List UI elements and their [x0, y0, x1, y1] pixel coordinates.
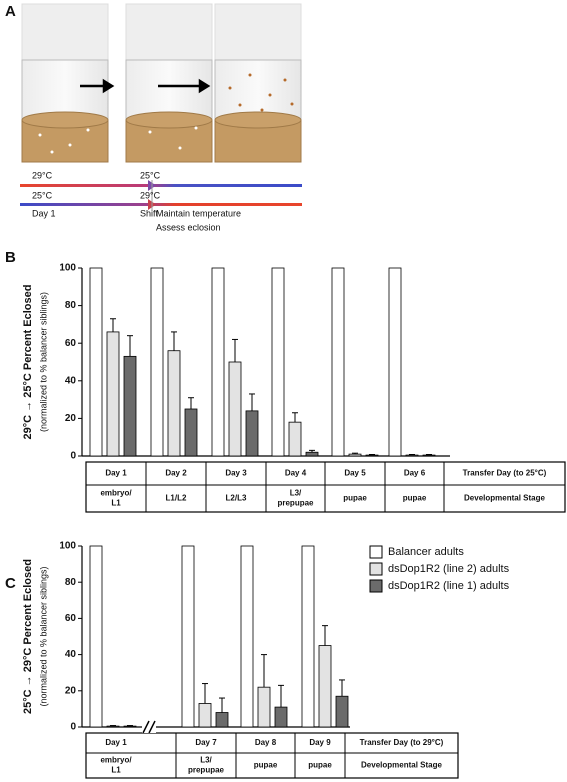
bar	[89, 545, 103, 728]
y-tick-label: 60	[65, 338, 77, 349]
y-axis-subtitle: (normalized to % balancer siblings)	[38, 566, 48, 706]
stage-label: embryo/L1	[100, 756, 132, 775]
y-tick-label: 100	[59, 263, 76, 274]
category-label: Day 6	[404, 469, 426, 478]
y-tick-label: 0	[70, 722, 76, 733]
y-tick-label: 40	[65, 375, 77, 386]
axis-break	[142, 720, 156, 734]
note: Assess eclosion	[156, 222, 221, 232]
legend-swatch	[369, 562, 383, 576]
bar	[331, 267, 345, 457]
bar	[365, 454, 379, 457]
stage-label: embryo/L1	[100, 489, 132, 508]
bar	[274, 706, 288, 728]
panel-label: A	[5, 3, 16, 20]
bar	[228, 361, 242, 457]
stage-label: L3/prepupae	[277, 489, 314, 508]
category-label: Day 9	[309, 738, 331, 747]
bar	[301, 545, 315, 728]
bar	[123, 355, 137, 457]
bar	[184, 408, 198, 457]
bar	[123, 725, 137, 728]
y-tick-label: 100	[59, 541, 76, 552]
bar	[198, 703, 212, 728]
y-axis-title: 29°C → 25°C Percent Eclosed	[22, 285, 34, 440]
y-tick-label: 80	[65, 300, 77, 311]
panel-a: A 29°C 25°C 25°C 29°C D	[5, 3, 302, 232]
arrows	[80, 78, 211, 94]
category-label: Day 4	[285, 469, 307, 478]
y-axis-subtitle: (normalized to % balancer siblings)	[38, 292, 48, 432]
temp-label: 25°C	[140, 170, 161, 180]
panel-label: B	[5, 249, 16, 266]
category-label: Day 1	[105, 469, 127, 478]
bar	[335, 695, 349, 728]
bar	[405, 454, 419, 457]
bar	[288, 421, 302, 457]
bar	[215, 712, 229, 728]
temp-label: 25°C	[32, 190, 53, 200]
bar	[388, 267, 402, 457]
y-tick-label: 40	[65, 649, 77, 660]
vials	[21, 3, 302, 163]
bar	[257, 686, 271, 728]
bar	[181, 545, 195, 728]
note: Maintain temperature	[156, 208, 241, 218]
bar	[150, 267, 164, 457]
step-label: Shift	[140, 208, 159, 218]
y-tick-label: 0	[70, 451, 76, 462]
bar	[348, 453, 362, 457]
bar	[240, 545, 254, 728]
category-label: Day 3	[225, 469, 247, 478]
bar	[422, 454, 436, 457]
legend-label: dsDop1R2 (line 1) adults	[388, 580, 510, 592]
y-tick-label: 20	[65, 685, 77, 696]
temp-label: 29°C	[32, 170, 53, 180]
stage-label: pupae	[254, 761, 278, 770]
bar	[106, 331, 120, 457]
legend-swatch	[369, 579, 383, 593]
stage-label: L1/L2	[166, 494, 187, 503]
category-label: Day 2	[165, 469, 187, 478]
panel-label: C	[5, 575, 16, 592]
stage-label: L2/L3	[226, 494, 247, 503]
category-label: Day 1	[105, 738, 127, 747]
y-tick-label: 60	[65, 613, 77, 624]
temp-label: 29°C	[140, 190, 161, 200]
stage-label: pupae	[403, 494, 427, 503]
stage-label: pupae	[308, 761, 332, 770]
legend-swatch	[369, 545, 383, 559]
bar	[318, 645, 332, 728]
bar	[245, 410, 259, 457]
bar	[106, 725, 120, 728]
y-tick-label: 80	[65, 577, 77, 588]
temp-line	[20, 184, 302, 187]
bar	[167, 350, 181, 457]
bar	[211, 267, 225, 457]
category-label: Day 8	[255, 738, 277, 747]
bar	[89, 267, 103, 457]
y-axis-title: 25°C → 29°C Percent Eclosed	[22, 559, 34, 714]
temp-line	[20, 203, 302, 206]
legend-label: Balancer adults	[388, 546, 464, 558]
table	[85, 732, 459, 779]
stage-label: pupae	[343, 494, 367, 503]
row-label: Transfer Day (to 25°C)	[463, 469, 547, 478]
bar	[271, 267, 285, 457]
step-label: Day 1	[32, 208, 56, 218]
row-label: Developmental Stage	[464, 494, 545, 503]
row-label: Developmental Stage	[361, 761, 442, 770]
stage-label: L3/prepupae	[188, 756, 225, 775]
y-tick-label: 20	[65, 413, 77, 424]
bar	[305, 451, 319, 457]
category-label: Day 5	[344, 469, 366, 478]
category-label: Day 7	[195, 738, 217, 747]
row-label: Transfer Day (to 29°C)	[360, 738, 444, 747]
legend-label: dsDop1R2 (line 2) adults	[388, 563, 510, 575]
